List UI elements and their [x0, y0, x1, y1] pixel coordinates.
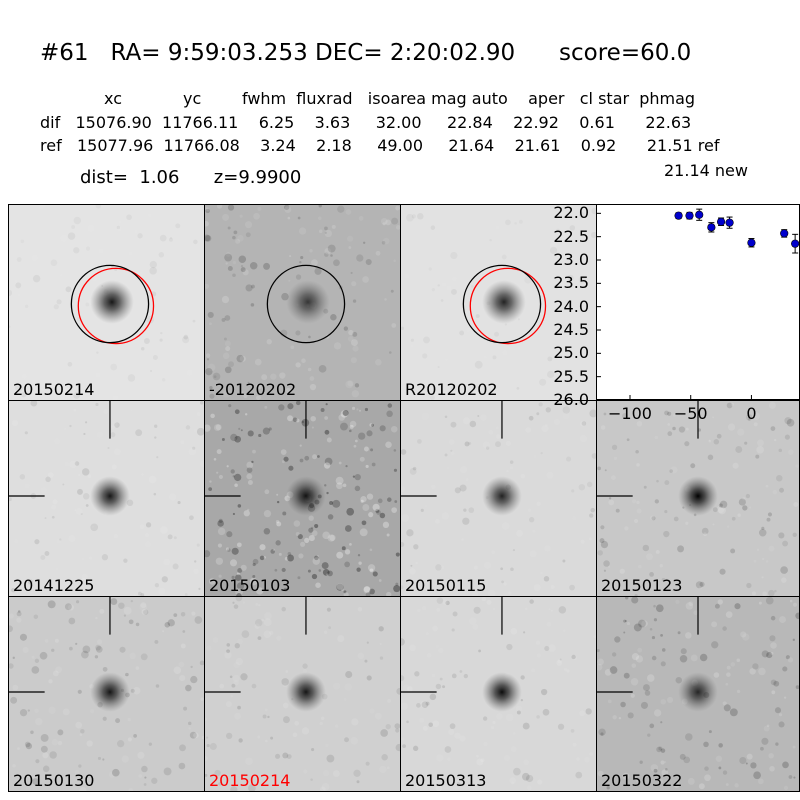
image-tile: 20150103 [204, 400, 401, 597]
star-blob [286, 476, 326, 516]
dif-row: dif 15076.90 11766.11 6.25 3.63 32.00 22… [40, 113, 692, 132]
y-tick-label: 23.0 [553, 250, 589, 269]
y-tick-label: 22.5 [553, 226, 589, 246]
red-aperture-circle [77, 267, 155, 345]
image-tile: 20150214 [8, 204, 205, 401]
column-headers: xc yc fwhm fluxrad isoarea mag auto aper… [104, 89, 696, 108]
x-tick-label: 0 [746, 404, 757, 423]
data-point [695, 210, 704, 219]
data-point [791, 239, 800, 248]
new-mag-row: 21.14 new [664, 161, 748, 180]
image-tile: 20141225 [8, 400, 205, 597]
x-tick-label: −100 [608, 404, 652, 423]
image-tile: 20150123 [596, 400, 800, 597]
black-aperture-circle [462, 264, 542, 344]
image-tile: -20120202 [204, 204, 401, 401]
ref-row: ref 15077.96 11766.08 3.24 2.18 49.00 21… [40, 136, 720, 155]
tile-date-label: 20150214 [209, 771, 291, 790]
star-blob [678, 672, 718, 712]
image-tile: 20150322 [596, 596, 800, 792]
image-tile: R20120202 [400, 204, 597, 401]
dist-z-line: dist= 1.06 z=9.9900 [80, 167, 302, 188]
star-blob [482, 476, 522, 516]
plot-frame [596, 204, 800, 400]
data-point [780, 229, 789, 238]
data-point [725, 218, 734, 227]
y-tick-label: 26.0 [553, 390, 589, 409]
tile-date-label: 20150322 [601, 771, 683, 790]
y-tick-label: 24.0 [553, 296, 589, 316]
y-tick-label: 22.0 [553, 203, 589, 223]
star-blob [286, 672, 326, 712]
y-tick-label: 24.5 [553, 320, 589, 339]
tile-date-label: 20150214 [13, 380, 95, 399]
star-blob [90, 672, 130, 712]
star-blob [678, 476, 718, 516]
image-tile: 20150115 [400, 400, 597, 597]
y-tick-label: 25.5 [553, 366, 589, 386]
data-point [716, 217, 726, 226]
tile-date-label: 20141225 [13, 576, 95, 595]
y-tick-label: 25.0 [553, 343, 589, 363]
image-tile: 20150130 [8, 596, 205, 792]
image-tile: 20150214 [204, 596, 401, 792]
data-point [674, 211, 683, 220]
tile-date-label: -20120202 [209, 380, 297, 399]
red-aperture-circle [469, 267, 547, 345]
star-blob [482, 280, 526, 324]
image-tile: 20150313 [400, 596, 597, 792]
star-blob [90, 280, 134, 324]
black-aperture-circle [70, 264, 150, 344]
tile-date-label: R20120202 [405, 380, 498, 399]
x-tick-label: −50 [673, 404, 708, 423]
star-blob [90, 476, 130, 516]
star-blob [482, 672, 522, 712]
star-blob [286, 280, 330, 324]
tile-date-label: 20150103 [209, 576, 291, 595]
tile-date-label: 20150123 [601, 576, 683, 595]
candidate-title: #61 RA= 9:59:03.253 DEC= 2:20:02.90 scor… [40, 40, 692, 66]
tile-date-label: 20150115 [405, 576, 487, 595]
tile-date-label: 20150313 [405, 771, 487, 790]
light-curve-plot [596, 204, 800, 401]
data-point [685, 211, 694, 220]
y-tick-label: 23.5 [553, 273, 589, 293]
data-point [707, 223, 716, 232]
black-aperture-circle [266, 264, 346, 344]
data-point [747, 238, 756, 247]
tile-date-label: 20150130 [13, 771, 95, 790]
